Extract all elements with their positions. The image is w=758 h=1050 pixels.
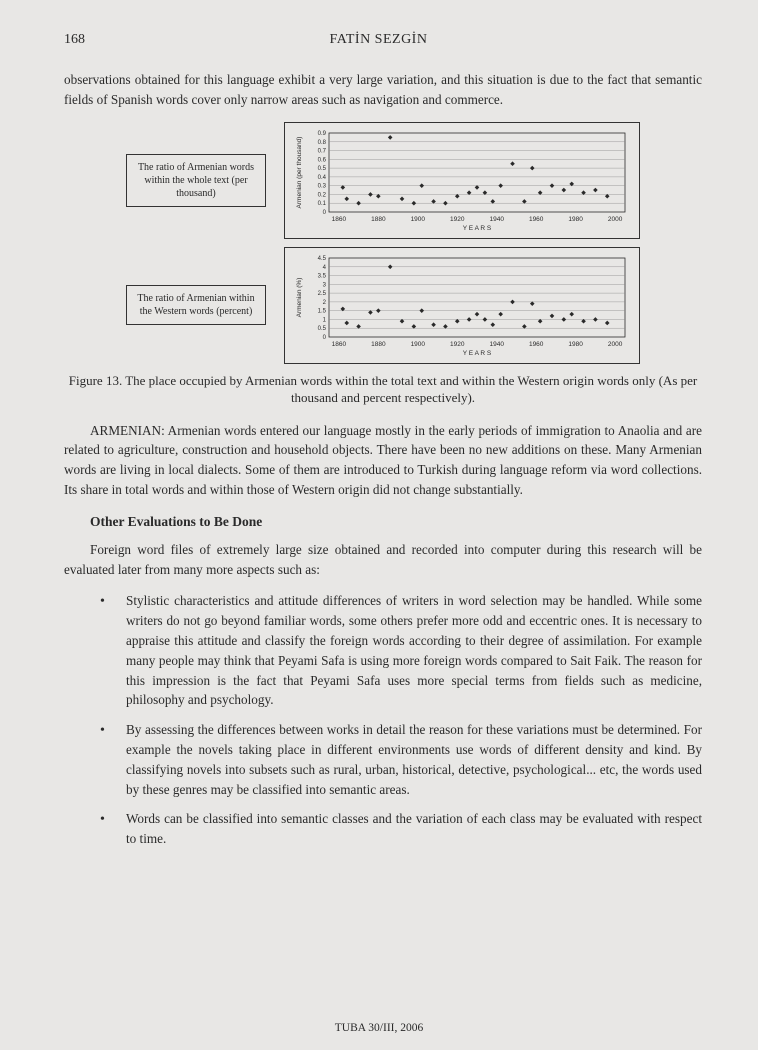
bullet-list: Stylistic characteristics and attitude d…: [64, 591, 702, 849]
svg-text:1920: 1920: [450, 341, 465, 348]
footer-text: TUBA 30/III, 2006: [0, 1022, 758, 1034]
svg-text:1940: 1940: [489, 341, 504, 348]
figure-row-1: The ratio of Armenian words within the w…: [64, 122, 702, 239]
svg-text:3: 3: [323, 282, 327, 288]
svg-text:1880: 1880: [371, 216, 386, 223]
svg-text:1940: 1940: [489, 216, 504, 223]
svg-text:2.5: 2.5: [318, 291, 327, 297]
list-item: Stylistic characteristics and attitude d…: [108, 591, 702, 710]
chart1-svg: 0 0.1 0.2 0.3 0.4 0.5 0.6 0.7 0.8 0.9 1860 1880 1900…: [291, 129, 631, 234]
svg-text:Armenian (%): Armenian (%): [296, 277, 303, 317]
svg-text:2: 2: [323, 299, 327, 305]
svg-text:1960: 1960: [529, 216, 544, 223]
figure-13: The ratio of Armenian words within the w…: [64, 122, 702, 407]
svg-text:4: 4: [323, 264, 327, 270]
chart2-label-box: The ratio of Armenian within the Western…: [126, 285, 266, 325]
section-heading: Other Evaluations to Be Done: [90, 514, 702, 530]
svg-text:1: 1: [323, 317, 327, 323]
page-header: 168 FATİN SEZGİN: [64, 32, 702, 48]
svg-text:1980: 1980: [568, 341, 583, 348]
svg-text:1.5: 1.5: [318, 308, 327, 314]
chart1-container: 0 0.1 0.2 0.3 0.4 0.5 0.6 0.7 0.8 0.9 1860 1880 1900…: [284, 122, 640, 239]
svg-text:1900: 1900: [411, 341, 426, 348]
svg-text:1960: 1960: [529, 341, 544, 348]
eval-intro: Foreign word files of extremely large si…: [64, 540, 702, 580]
svg-text:1880: 1880: [371, 341, 386, 348]
svg-text:0.1: 0.1: [318, 201, 327, 207]
svg-text:2000: 2000: [608, 216, 623, 223]
intro-paragraph: observations obtained for this language …: [64, 70, 702, 110]
svg-text:1860: 1860: [332, 341, 347, 348]
svg-text:0.3: 0.3: [318, 183, 327, 189]
chart1-label-box: The ratio of Armenian words within the w…: [126, 154, 266, 207]
list-item: Words can be classified into semantic cl…: [108, 809, 702, 849]
svg-text:0.8: 0.8: [318, 139, 327, 145]
svg-text:Y E A R S: Y E A R S: [463, 350, 492, 357]
svg-text:0.6: 0.6: [318, 157, 327, 163]
svg-text:1900: 1900: [411, 216, 426, 223]
svg-text:Y E A R S: Y E A R S: [463, 225, 492, 232]
svg-text:0.5: 0.5: [318, 166, 327, 172]
list-item: By assessing the differences between wor…: [108, 720, 702, 799]
page-number: 168: [64, 32, 85, 48]
header-author: FATİN SEZGİN: [330, 32, 428, 48]
svg-text:1860: 1860: [332, 216, 347, 223]
figure-caption: Figure 13. The place occupied by Armenia…: [64, 372, 702, 407]
svg-text:0: 0: [323, 335, 327, 341]
svg-text:1920: 1920: [450, 216, 465, 223]
chart2-svg: 0 0.5 1 1.5 2 2.5 3 3.5 4 4.5 1860 1880 1900 1920 1940…: [291, 254, 631, 359]
chart2-container: 0 0.5 1 1.5 2 2.5 3 3.5 4 4.5 1860 1880 1900 1920 1940…: [284, 247, 640, 364]
svg-text:0.9: 0.9: [318, 131, 327, 137]
svg-text:0.2: 0.2: [318, 192, 327, 198]
armenian-paragraph: ARMENIAN: Armenian words entered our lan…: [64, 421, 702, 500]
svg-text:0.5: 0.5: [318, 326, 327, 332]
svg-text:Armenian (per thousand): Armenian (per thousand): [296, 136, 303, 208]
svg-text:4.5: 4.5: [318, 256, 327, 262]
svg-text:0.4: 0.4: [318, 174, 327, 180]
svg-text:0: 0: [323, 210, 327, 216]
figure-row-2: The ratio of Armenian within the Western…: [64, 247, 702, 364]
svg-text:0.7: 0.7: [318, 148, 327, 154]
svg-text:1980: 1980: [568, 216, 583, 223]
svg-text:3.5: 3.5: [318, 273, 327, 279]
svg-text:2000: 2000: [608, 341, 623, 348]
